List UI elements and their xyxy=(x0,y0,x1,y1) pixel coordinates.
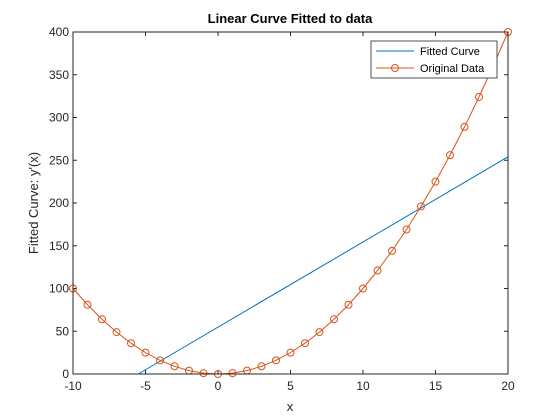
x-tick-label: 15 xyxy=(429,379,443,393)
y-tick-label: 300 xyxy=(49,111,69,125)
x-tick-label: 5 xyxy=(287,379,294,393)
data-point-original-data xyxy=(257,362,266,371)
chart-title: Linear Curve Fitted to data xyxy=(208,11,373,26)
data-point-original-data xyxy=(431,177,440,186)
x-tick-label: 20 xyxy=(501,379,515,393)
y-axis-ticks: 0 50 100 150 200 250 300 350 400 xyxy=(49,25,508,381)
y-tick-label: 100 xyxy=(49,282,69,296)
data-point-original-data xyxy=(402,225,411,234)
data-point-original-data xyxy=(156,356,164,365)
x-axis-label: x xyxy=(287,399,294,414)
data-point-original-data xyxy=(344,300,353,309)
legend: Fitted Curve Original Data xyxy=(370,40,498,79)
legend-label-original-data: Original Data xyxy=(420,63,485,75)
y-tick-label: 400 xyxy=(49,25,69,39)
y-tick-label: 250 xyxy=(49,153,69,167)
y-tick-label: 50 xyxy=(56,324,70,338)
data-point-original-data xyxy=(475,92,483,101)
data-point-original-data xyxy=(228,369,237,378)
data-point-original-data xyxy=(83,300,92,309)
x-tick-label: -10 xyxy=(64,379,82,393)
data-point-original-data xyxy=(98,315,106,324)
plot-area xyxy=(73,32,508,374)
legend-marker-original-data xyxy=(391,64,399,72)
y-tick-label: 200 xyxy=(49,196,69,210)
data-point-original-data xyxy=(315,328,324,337)
data-point-original-data xyxy=(272,356,280,365)
x-tick-label: 10 xyxy=(356,379,370,393)
x-axis-ticks: -10 -5 0 5 10 15 20 xyxy=(64,32,515,393)
plot-frame xyxy=(72,31,509,375)
data-point-original-data xyxy=(127,339,135,348)
data-point-original-data xyxy=(301,339,309,348)
y-tick-label: 350 xyxy=(49,68,69,82)
data-point-original-data xyxy=(141,348,150,357)
data-point-original-data xyxy=(112,328,121,337)
data-point-original-data xyxy=(373,266,382,275)
data-point-original-data xyxy=(286,348,295,357)
y-tick-label: 0 xyxy=(62,367,69,381)
data-point-original-data xyxy=(170,362,179,371)
data-point-original-data xyxy=(199,369,208,378)
y-axis-label: Fitted Curve: y'(x) xyxy=(26,152,41,254)
series-line-original-data xyxy=(72,31,509,375)
y-tick-label: 150 xyxy=(49,239,69,253)
data-point-original-data xyxy=(388,246,396,255)
data-point-original-data xyxy=(417,202,425,211)
data-point-original-data xyxy=(446,151,454,160)
data-point-original-data xyxy=(460,122,469,131)
legend-label-fitted-curve: Fitted Curve xyxy=(420,46,480,58)
series-line-fitted-curve xyxy=(137,156,509,375)
x-tick-label: -5 xyxy=(140,379,151,393)
legend-box xyxy=(370,40,498,79)
data-point-original-data xyxy=(330,315,338,324)
data-point-original-data xyxy=(359,284,367,293)
x-tick-label: 0 xyxy=(215,379,222,393)
